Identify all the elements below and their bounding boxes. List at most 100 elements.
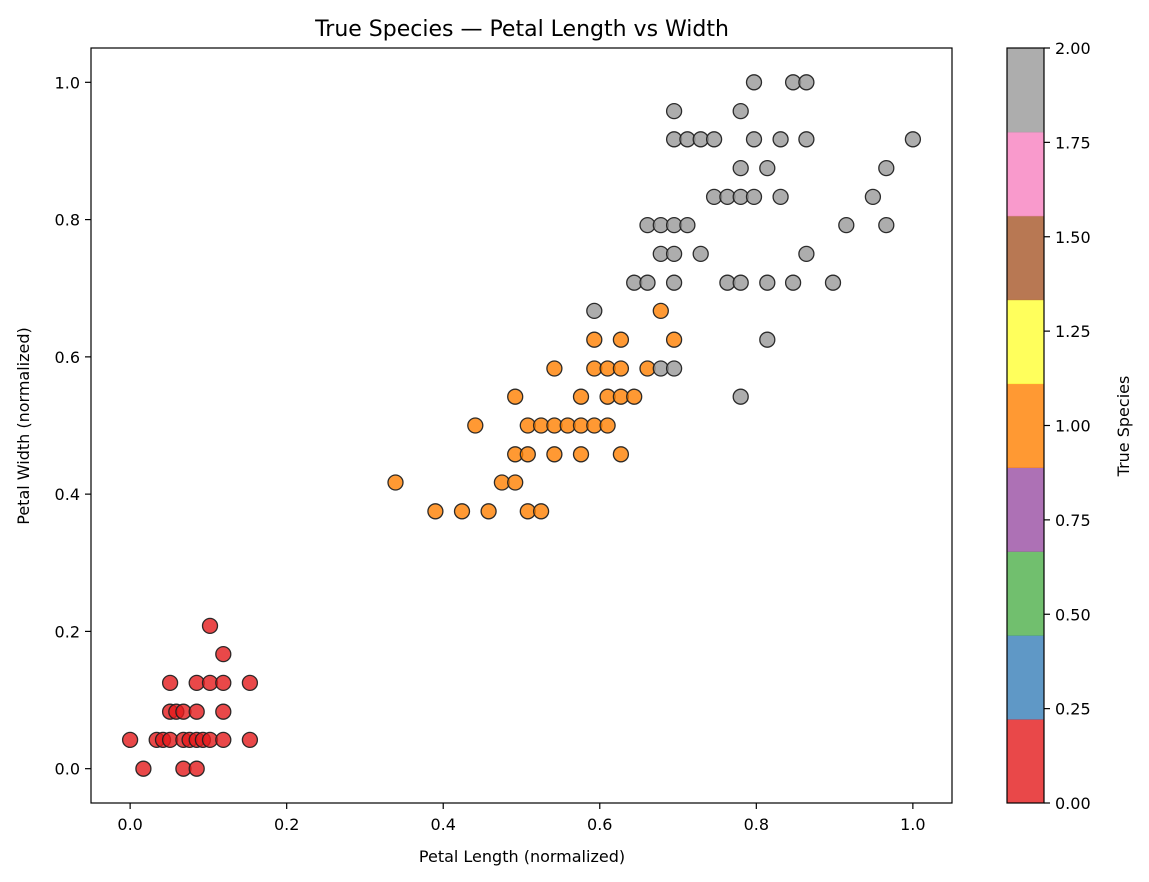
data-point (798, 74, 815, 91)
y-tick-label: 0.6 (55, 348, 80, 367)
data-point (679, 216, 696, 234)
data-point (864, 188, 882, 206)
colorbar: 0.00 0.25 0.50 0.75 1.00 1.25 1.50 1.75 2.00 (1006, 39, 1091, 813)
data-point (692, 245, 709, 263)
data-point (665, 102, 683, 120)
y-axis: 0.0 0.2 0.4 0.6 0.8 1.0 (55, 73, 91, 779)
x-axis: 0.0 0.2 0.4 0.6 0.8 1.0 (117, 803, 926, 834)
data-point (519, 446, 536, 463)
data-point (732, 159, 749, 177)
colorbar-segment (1007, 383, 1044, 468)
data-point (759, 159, 776, 177)
data-point (241, 674, 259, 692)
colorbar-tick-label: 1.00 (1055, 417, 1091, 436)
colorbar-tick-label: 0.75 (1055, 511, 1091, 530)
data-point (161, 674, 179, 692)
data-point (453, 503, 471, 520)
data-point (878, 216, 895, 234)
data-point (480, 503, 497, 520)
y-tick-label: 0.8 (55, 211, 80, 230)
data-point (772, 188, 789, 206)
colorbar-segment (1007, 551, 1044, 636)
colorbar-tick-label: 0.25 (1055, 700, 1091, 719)
data-point (572, 388, 590, 405)
data-point (838, 216, 855, 234)
data-point (878, 159, 895, 177)
colorbar-segment (1007, 48, 1044, 133)
colorbar-segment (1007, 635, 1044, 720)
data-point (215, 674, 232, 692)
colorbar-tick-label: 1.75 (1055, 133, 1091, 152)
data-point (215, 731, 232, 749)
y-axis-label: Petal Width (normalized) (14, 327, 33, 525)
data-point (532, 503, 550, 520)
data-point (824, 274, 842, 291)
data-point (507, 388, 524, 405)
data-point (639, 274, 656, 291)
x-tick-label: 0.0 (117, 815, 142, 834)
data-point (121, 731, 139, 749)
y-tick-label: 0.2 (55, 622, 80, 641)
y-tick-label: 0.0 (55, 760, 80, 779)
data-point (612, 446, 630, 463)
colorbar-segment (1007, 719, 1044, 804)
data-point (507, 474, 524, 491)
data-point (215, 645, 232, 663)
data-point (732, 388, 749, 405)
data-point (784, 274, 802, 291)
data-point (665, 360, 683, 377)
data-point (772, 131, 789, 148)
data-point (546, 446, 563, 463)
data-point (427, 503, 444, 520)
colorbar-segment (1007, 467, 1044, 552)
data-point (215, 703, 232, 720)
colorbar-tick-label: 0.00 (1055, 794, 1091, 813)
data-point (652, 302, 669, 320)
x-tick-label: 0.8 (744, 815, 769, 834)
data-point (732, 102, 749, 120)
data-point (188, 703, 205, 720)
data-point (732, 274, 749, 291)
data-point (665, 245, 683, 263)
data-point (798, 245, 815, 263)
data-point (572, 446, 590, 463)
colorbar-tick-label: 0.50 (1055, 605, 1091, 624)
data-point (612, 360, 630, 377)
data-point (599, 417, 616, 434)
data-point (188, 760, 205, 777)
data-point (586, 302, 603, 320)
data-point (612, 331, 630, 348)
x-axis-label: Petal Length (normalized) (419, 847, 625, 866)
chart-title: True Species — Petal Length vs Width (314, 17, 729, 42)
colorbar-tick-label: 2.00 (1055, 39, 1091, 58)
x-tick-label: 0.2 (274, 815, 299, 834)
data-point (586, 331, 603, 348)
colorbar-segment (1007, 131, 1044, 217)
data-point (241, 731, 259, 749)
x-tick-label: 0.6 (587, 815, 612, 834)
data-point (759, 331, 776, 348)
data-point (665, 331, 683, 348)
x-tick-label: 1.0 (900, 815, 925, 834)
y-tick-label: 0.4 (55, 485, 80, 504)
data-point (546, 360, 563, 377)
colorbar-tick-label: 1.50 (1055, 228, 1091, 247)
x-tick-label: 0.4 (431, 815, 456, 834)
colorbar-tick-label: 1.25 (1055, 322, 1091, 341)
data-point (798, 131, 815, 148)
data-point (387, 474, 404, 491)
plot-frame (90, 47, 953, 804)
data-point (467, 417, 484, 434)
data-point (745, 188, 763, 206)
data-point (135, 760, 152, 777)
data-point (626, 388, 643, 405)
colorbar-segment (1007, 299, 1044, 385)
colorbar-segment (1007, 215, 1044, 301)
plot-area (90, 47, 953, 804)
data-point (705, 131, 723, 148)
data-point (759, 274, 776, 291)
data-point (201, 617, 219, 635)
y-tick-label: 1.0 (55, 73, 80, 92)
data-point (665, 274, 683, 291)
